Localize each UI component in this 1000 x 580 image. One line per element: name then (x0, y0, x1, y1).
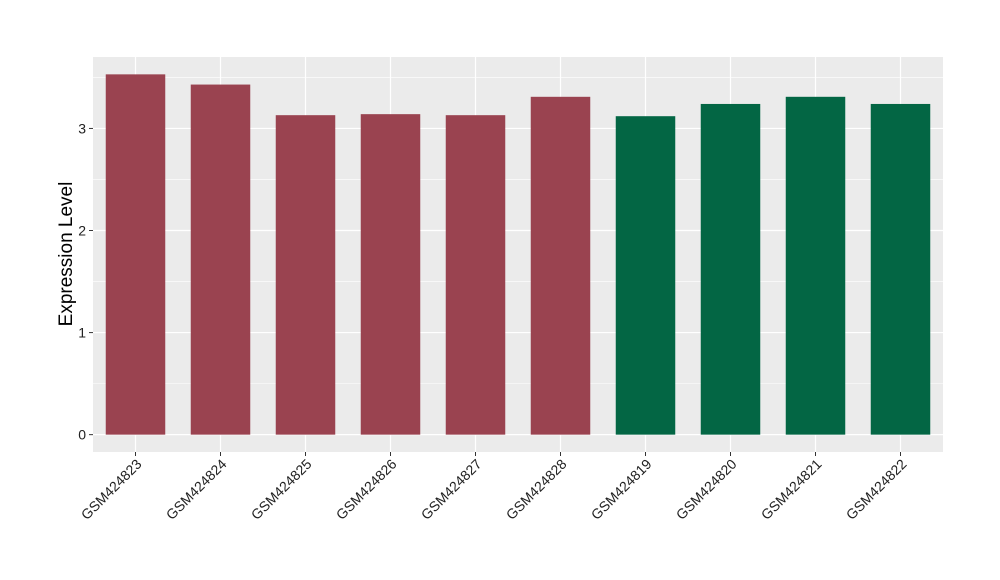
y-axis: 0 1 2 3 (78, 120, 93, 443)
y-tick-label: 1 (78, 325, 86, 341)
bar-gsm424822 (870, 103, 931, 435)
bar-gsm424819 (615, 116, 676, 435)
bar-gsm424823 (105, 74, 166, 435)
bar-gsm424824 (190, 84, 251, 435)
y-tick-label: 3 (78, 120, 86, 136)
y-tick-label: 2 (78, 223, 86, 239)
bar-gsm424827 (445, 115, 506, 435)
bar-gsm424825 (275, 115, 336, 435)
bar-gsm424828 (530, 96, 591, 435)
bars (105, 74, 931, 435)
bar-gsm424826 (360, 114, 421, 435)
y-axis-title: Expression Level (56, 182, 77, 327)
bar-gsm424821 (785, 96, 846, 435)
y-tick-label: 0 (78, 427, 86, 443)
bar-gsm424820 (700, 103, 761, 435)
